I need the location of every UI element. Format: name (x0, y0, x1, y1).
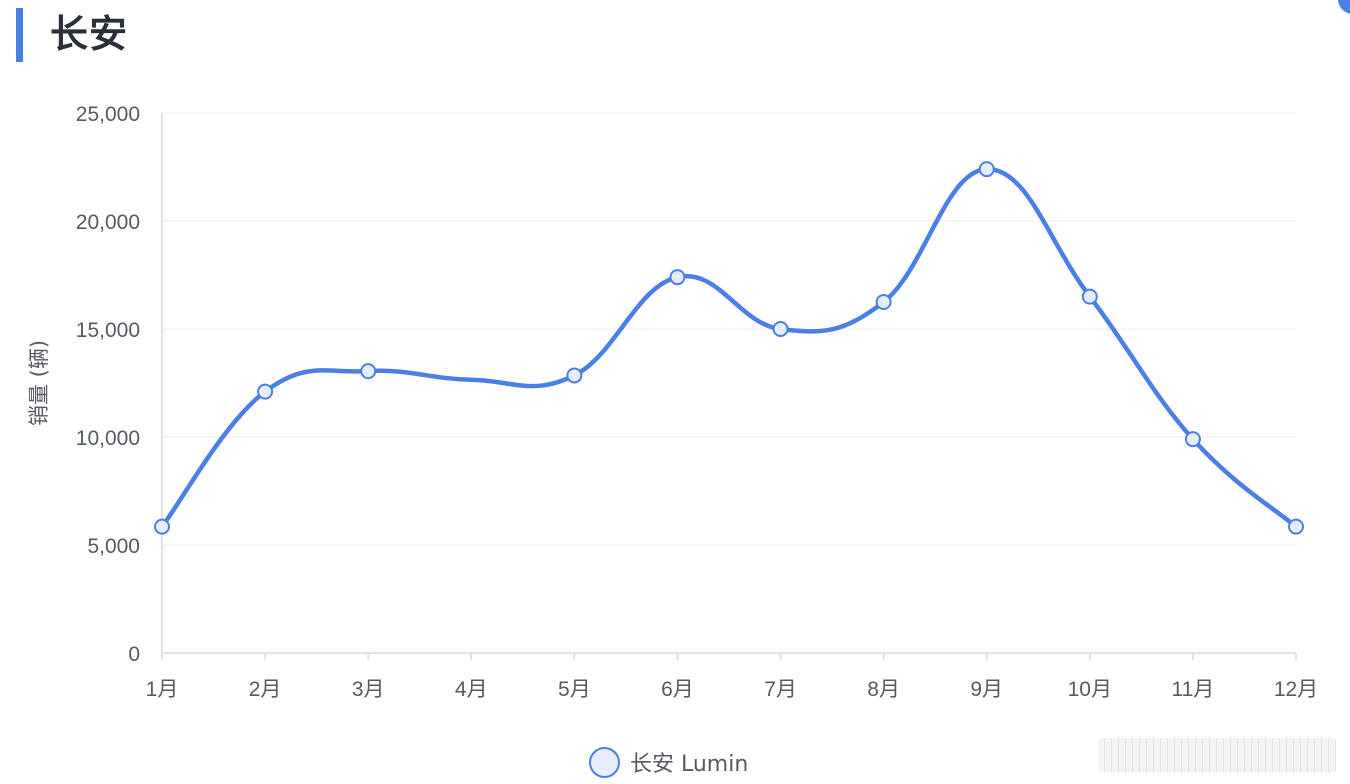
legend-marker-icon (589, 746, 620, 778)
y-tick-label: 15,000 (76, 319, 140, 342)
x-tick-label: 8月 (867, 678, 900, 701)
x-tick-label: 11月 (1172, 678, 1215, 701)
y-tick-label: 20,000 (76, 211, 140, 234)
x-tick-label: 1月 (146, 678, 179, 701)
x-tick-label: 7月 (764, 678, 797, 701)
chart-legend[interactable]: 长安 Lumin (589, 744, 748, 780)
data-point (1081, 288, 1098, 305)
x-tick-label: 3月 (352, 678, 385, 701)
data-point (978, 161, 995, 178)
title-accent-bar (16, 8, 23, 62)
data-point (360, 363, 377, 380)
page-title: 长安 (50, 12, 129, 56)
data-point (669, 269, 686, 286)
x-tick-label: 12月 (1274, 678, 1318, 701)
x-tick-label: 9月 (970, 678, 1003, 701)
x-tick-label: 4月 (455, 678, 488, 701)
watermark (1098, 738, 1336, 772)
data-point (257, 383, 274, 400)
y-tick-label: 10,000 (76, 427, 140, 450)
y-tick-label: 5,000 (87, 535, 140, 558)
legend-label: 长安 Lumin (630, 752, 749, 777)
data-point (154, 518, 170, 535)
y-tick-label: 25,000 (76, 103, 140, 126)
data-point (875, 294, 892, 310)
data-point (1184, 431, 1201, 448)
series-line (159, 166, 1299, 529)
x-tick-label: 6月 (661, 678, 694, 701)
y-axis-title: 销量 (辆) (27, 340, 51, 426)
x-tick-label: 2月 (249, 678, 282, 701)
data-point (566, 367, 583, 384)
x-tick-label: 10月 (1068, 678, 1112, 701)
data-point (772, 321, 789, 337)
y-tick-label: 0 (128, 643, 140, 666)
x-tick-label: 5月 (558, 678, 591, 701)
data-point (1288, 518, 1304, 535)
